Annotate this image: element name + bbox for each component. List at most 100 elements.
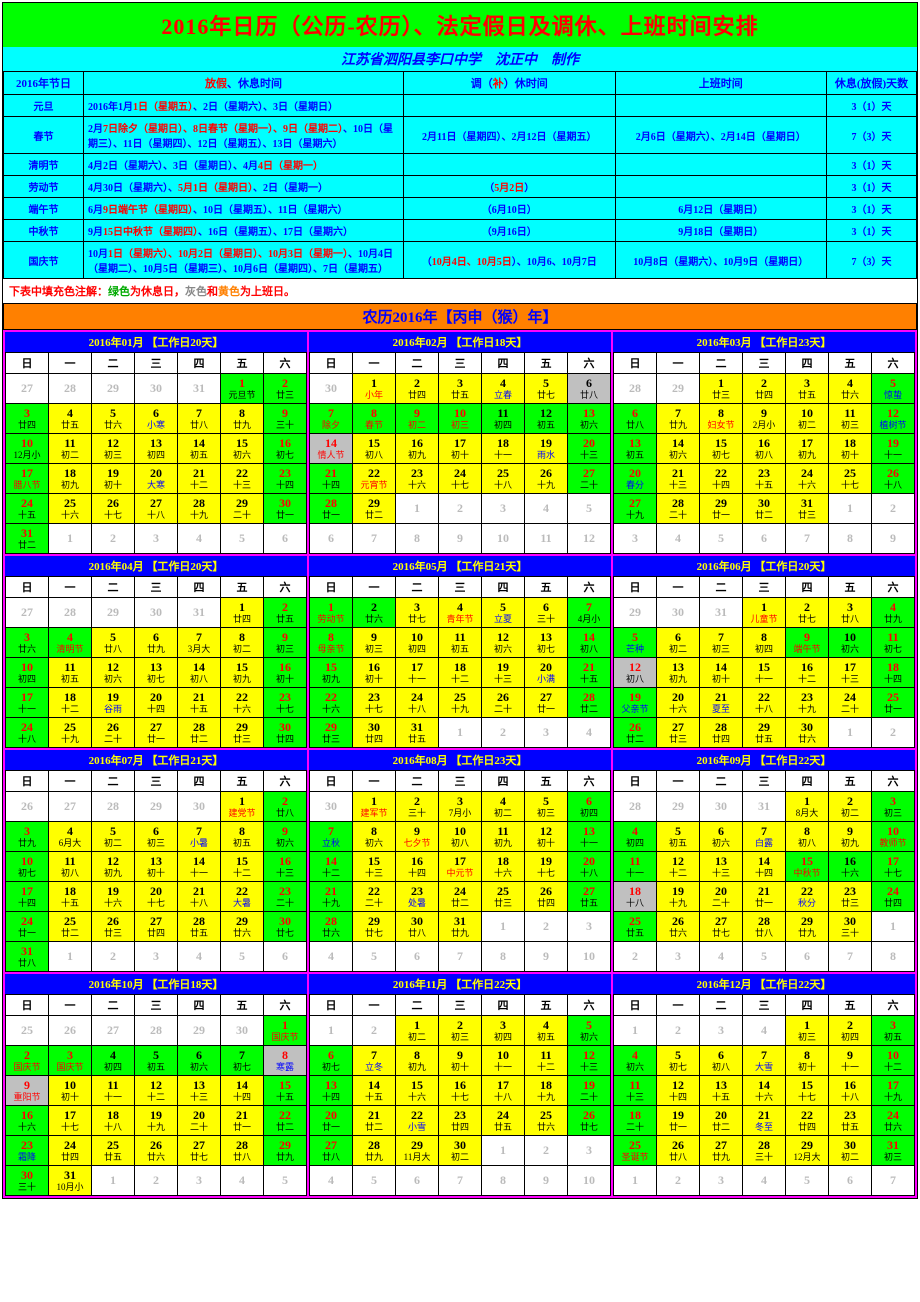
day-cell: 28: [49, 374, 92, 404]
day-cell: 14初八: [178, 658, 221, 688]
day-cell: 30: [135, 598, 178, 628]
day-cell: 7立冬: [353, 1046, 396, 1076]
subtitle: 江苏省泗阳县李口中学 沈正中 制作: [3, 47, 917, 71]
day-cell: 17初九: [786, 434, 829, 464]
month-block: 2016年08月 【工作日23天】日一二三四五六301建军节2三十37月小4初二…: [309, 750, 611, 972]
day-cell: 31: [743, 792, 786, 822]
day-cell: 16十八: [829, 1076, 872, 1106]
day-cell: 20二十: [700, 882, 743, 912]
day-cell: 14十四: [221, 1076, 264, 1106]
day-cell: 5: [221, 942, 264, 972]
day-cell: 29: [135, 792, 178, 822]
month-header: 2016年11月 【工作日22天】: [309, 974, 611, 994]
day-cell: 19初十: [92, 464, 135, 494]
day-cell: 18十八: [614, 882, 657, 912]
day-cell: 24十八: [6, 718, 49, 748]
day-cell: 14十二: [310, 852, 353, 882]
day-cell: 7大雪: [743, 1046, 786, 1076]
day-cell: 27廿八: [310, 1136, 353, 1166]
day-cell: 6廿九: [135, 628, 178, 658]
day-cell: 5初五: [135, 1046, 178, 1076]
day-cell: 25廿六: [525, 1106, 568, 1136]
day-cell: 1小年: [353, 374, 396, 404]
day-cell: 3: [135, 942, 178, 972]
day-cell: 2廿三: [264, 374, 307, 404]
day-cell: 3廿七: [396, 598, 439, 628]
day-cell: 30三十: [6, 1166, 49, 1196]
day-cell: 4: [657, 524, 700, 554]
day-cell: 21十五: [178, 688, 221, 718]
day-cell: 3廿六: [6, 628, 49, 658]
day-cell: 18初九: [49, 464, 92, 494]
day-cell: 6小寒: [135, 404, 178, 434]
day-cell: 23十七: [353, 688, 396, 718]
day-cell: 4初四: [614, 822, 657, 852]
day-cell: 46月大: [49, 822, 92, 852]
day-cell: 3: [178, 1166, 221, 1196]
day-cell: 2初四: [829, 1016, 872, 1046]
day-cell: 3: [568, 1136, 611, 1166]
day-cell: 1劳动节: [310, 598, 353, 628]
day-cell: 30廿七: [264, 912, 307, 942]
day-cell: 4: [525, 494, 568, 524]
day-cell: 2: [92, 524, 135, 554]
day-cell: 11十三: [614, 1076, 657, 1106]
day-cell: 1儿童节: [743, 598, 786, 628]
day-cell: 26廿八: [657, 1136, 700, 1166]
day-cell: 13十五: [700, 1076, 743, 1106]
day-cell: 28二十: [657, 494, 700, 524]
day-cell: 25: [6, 1016, 49, 1046]
day-cell: 9七夕节: [396, 822, 439, 852]
day-cell: 23十九: [786, 688, 829, 718]
month-header: 2016年05月 【工作日21天】: [309, 556, 611, 576]
day-cell: 5初三: [525, 792, 568, 822]
main-title: 2016年日历（公历-农历）、法定假日及调休、上班时间安排: [3, 3, 917, 47]
day-cell: 8: [829, 524, 872, 554]
day-cell: 28廿八: [743, 912, 786, 942]
day-cell: 11初九: [482, 822, 525, 852]
day-cell: 21十二: [178, 464, 221, 494]
calendar-page: 2016年日历（公历-农历）、法定假日及调休、上班时间安排 江苏省泗阳县李口中学…: [2, 2, 918, 1199]
day-cell: 30初二: [829, 1136, 872, 1166]
day-cell: 3: [700, 1016, 743, 1046]
day-cell: 16十二: [786, 658, 829, 688]
day-cell: 7白露: [743, 822, 786, 852]
day-cell: 30廿四: [353, 718, 396, 748]
day-cell: 5初二: [92, 822, 135, 852]
day-cell: 1: [482, 912, 525, 942]
day-cell: 6: [264, 942, 307, 972]
day-cell: 23廿四: [439, 1106, 482, 1136]
day-cell: 28: [614, 374, 657, 404]
day-cell: 10初六: [829, 628, 872, 658]
day-cell: 6三十: [525, 598, 568, 628]
day-cell: 10: [482, 524, 525, 554]
day-cell: 9: [872, 524, 915, 554]
color-legend: 下表中填充色注解：绿色为休息日，灰色和黄色为上班日。: [3, 279, 917, 303]
day-cell: 28三十: [743, 1136, 786, 1166]
day-cell: 9初二: [396, 404, 439, 434]
day-cell: 4初六: [614, 1046, 657, 1076]
day-cell: 18十二: [49, 688, 92, 718]
day-cell: 5: [221, 524, 264, 554]
day-cell: 4清明节: [49, 628, 92, 658]
day-cell: 21廿一: [221, 1106, 264, 1136]
day-cell: 11: [525, 524, 568, 554]
day-cell: 17中元节: [439, 852, 482, 882]
day-cell: 3: [614, 524, 657, 554]
day-cell: 21十八: [178, 882, 221, 912]
day-cell: 15十二: [221, 852, 264, 882]
day-cell: 30: [700, 792, 743, 822]
day-cell: 11初七: [872, 628, 915, 658]
day-cell: 4初四: [92, 1046, 135, 1076]
day-cell: 25廿二: [49, 912, 92, 942]
day-cell: 1: [614, 1016, 657, 1046]
day-cell: 6初六: [178, 1046, 221, 1076]
day-cell: 31廿五: [396, 718, 439, 748]
day-cell: 2: [353, 1016, 396, 1046]
day-cell: 20二十: [178, 1106, 221, 1136]
month-header: 2016年09月 【工作日22天】: [613, 750, 915, 770]
day-cell: 11初五: [49, 658, 92, 688]
day-cell: 14初八: [568, 628, 611, 658]
day-cell: 7: [439, 1166, 482, 1196]
day-cell: 7初三: [700, 628, 743, 658]
